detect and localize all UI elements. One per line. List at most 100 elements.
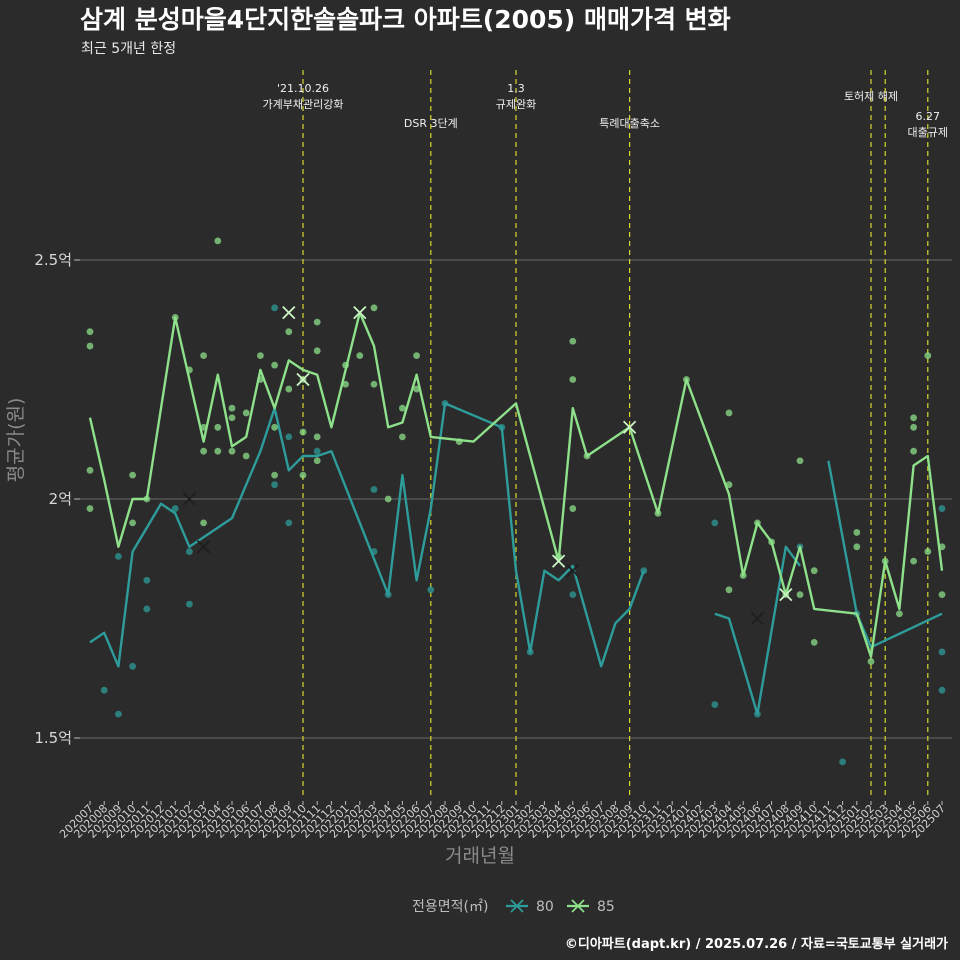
series-85-point	[299, 471, 307, 479]
event-label: 특례대출축소	[599, 117, 660, 130]
series-85-point	[214, 237, 222, 245]
event-label: 1.3	[507, 82, 525, 95]
y-axis-title: 평균가(원)	[5, 398, 27, 483]
series-85-point	[129, 471, 137, 479]
series-85-point	[896, 610, 903, 618]
series-85-point	[399, 404, 406, 412]
series-80-x-mark	[196, 540, 211, 554]
series-85-point	[214, 423, 222, 431]
event-label: 토허제 해제	[844, 89, 898, 103]
series-85-x-mark	[779, 587, 793, 602]
event-label: 가계부채관리강화	[263, 98, 344, 111]
series-80-point	[285, 519, 293, 527]
series-80-point	[143, 605, 151, 613]
series-85-point	[384, 495, 392, 503]
series-85-point	[313, 457, 321, 465]
series-85-point	[86, 505, 94, 512]
series-85-point	[342, 380, 349, 388]
series-80-x-mark	[750, 611, 765, 626]
series-85-point	[271, 361, 278, 369]
series-85-point	[271, 471, 278, 479]
series-85-point	[569, 505, 577, 512]
series-80-x-mark-stroke	[196, 540, 211, 554]
series-85-point	[569, 376, 577, 383]
series-layer	[86, 237, 946, 766]
series-85-point	[910, 447, 917, 455]
series-85-point	[910, 414, 917, 422]
legend-label-80: 80	[536, 899, 554, 915]
series-80-point	[186, 600, 193, 608]
series-80-x-mark	[566, 564, 580, 578]
series-80-point	[285, 433, 293, 441]
series-80-line	[89, 402, 645, 668]
series-85-point	[271, 423, 278, 431]
series-80-point	[143, 576, 151, 584]
series-85-x-mark-stroke	[551, 554, 566, 568]
series-80-point	[569, 591, 577, 598]
series-80-x-mark	[182, 492, 197, 506]
series-85-x-mark	[622, 420, 637, 434]
series-80-point	[839, 758, 846, 766]
series-80-point	[100, 686, 108, 694]
series-85-point	[910, 423, 917, 431]
series-80-x-mark-stroke	[566, 564, 580, 578]
chart-caption: ©디아파트(dapt.kr) / 2025.07.26 / 자료=국토교통부 실…	[565, 936, 948, 952]
y-tick-label: 1.5억	[34, 729, 72, 747]
event-label: DSR 3단계	[404, 117, 458, 130]
series-85-point	[86, 466, 94, 474]
series-80-line	[714, 545, 801, 716]
series-85-point	[200, 352, 208, 359]
series-80-point	[129, 662, 137, 670]
series-85-x-mark-stroke	[353, 305, 367, 320]
legend-label-85: 85	[597, 899, 615, 915]
series-85-x-mark-stroke	[282, 305, 296, 320]
series-85-point	[200, 447, 208, 455]
series-85-point	[285, 385, 293, 393]
series-85-point	[370, 380, 378, 388]
series-85-point	[299, 428, 307, 436]
series-85-x-mark	[551, 554, 566, 568]
series-85-point	[86, 342, 94, 350]
event-label: 6.27	[916, 110, 941, 123]
series-80-point	[427, 586, 435, 594]
series-85-x-mark	[282, 305, 296, 320]
series-85-point	[242, 452, 250, 460]
x-axis-title: 거래년월	[445, 845, 515, 867]
series-85-point	[129, 519, 137, 527]
legend-x-mark-85	[571, 899, 585, 913]
series-85-point	[796, 591, 804, 598]
series-85-point	[285, 328, 293, 336]
y-tick-label: 2억	[49, 490, 72, 508]
legend-title: 전용면적(㎡)	[412, 899, 488, 915]
event-label: 대출규제	[908, 126, 948, 139]
series-80-point	[938, 505, 946, 512]
series-85-x-mark-stroke	[296, 372, 310, 387]
series-85-point	[796, 457, 804, 465]
series-85-point	[924, 548, 932, 555]
series-85-point	[228, 447, 236, 455]
series-80-point	[711, 701, 719, 708]
series-85-point	[867, 658, 875, 665]
series-85-point	[242, 409, 250, 417]
legend-x-mark-85-stroke	[571, 899, 585, 913]
series-85-x-mark	[353, 305, 367, 320]
series-80-point	[186, 548, 193, 555]
series-80-point	[711, 519, 719, 527]
series-80-x-mark-stroke	[182, 492, 197, 506]
series-85-point	[810, 567, 818, 575]
series-80-point	[171, 505, 179, 512]
series-85-point	[853, 529, 861, 536]
event-label: 규제완화	[496, 98, 536, 111]
series-80-point	[115, 552, 122, 560]
series-80-point	[115, 710, 122, 718]
series-80-x-mark-stroke	[750, 611, 765, 626]
series-85-point	[853, 543, 861, 551]
series-85-point	[725, 409, 733, 417]
series-85-point	[370, 304, 378, 312]
series-80-point	[271, 481, 278, 489]
series-80-point	[313, 447, 321, 455]
